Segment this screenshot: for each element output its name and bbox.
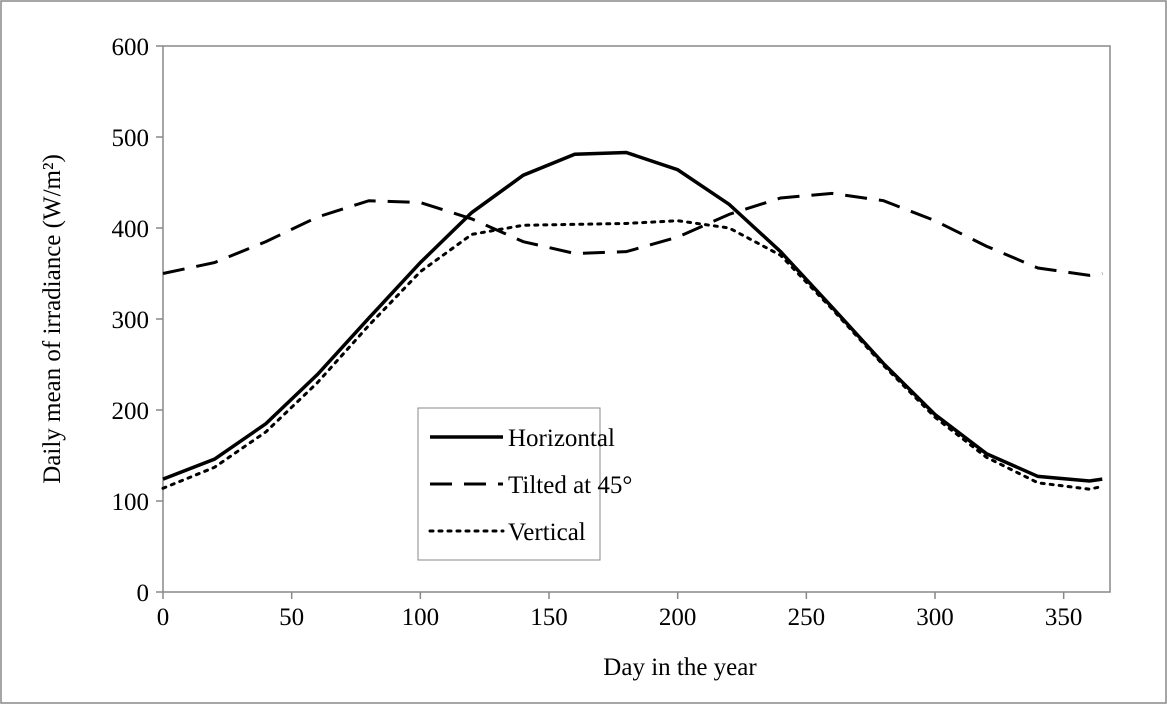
x-tick-label: 100 bbox=[402, 604, 440, 631]
legend-label: Horizontal bbox=[508, 425, 615, 452]
x-tick-label: 50 bbox=[279, 604, 304, 631]
y-tick-label: 200 bbox=[112, 398, 150, 425]
y-tick-label: 400 bbox=[112, 216, 150, 243]
series-line bbox=[161, 219, 1104, 491]
series-line bbox=[162, 191, 1103, 277]
y-axis-label: Daily mean of irradiance (W/m²) bbox=[39, 154, 66, 484]
x-tick-label: 250 bbox=[788, 604, 826, 631]
x-tick-label: 350 bbox=[1045, 604, 1083, 631]
legend-label: Tilted at 45° bbox=[508, 472, 632, 499]
y-tick-label: 100 bbox=[112, 489, 150, 516]
y-tick-label: 500 bbox=[112, 125, 150, 152]
y-tick-label: 600 bbox=[112, 34, 150, 61]
legend-label: Vertical bbox=[508, 519, 586, 546]
series-line bbox=[162, 150, 1103, 483]
x-axis-label: Day in the year bbox=[603, 654, 757, 681]
y-tick-label: 300 bbox=[112, 307, 150, 334]
x-tick-label: 0 bbox=[157, 604, 170, 631]
x-tick-label: 300 bbox=[916, 604, 954, 631]
x-tick-label: 200 bbox=[659, 604, 697, 631]
y-tick-label: 0 bbox=[137, 580, 150, 607]
x-tick-label: 150 bbox=[530, 604, 568, 631]
